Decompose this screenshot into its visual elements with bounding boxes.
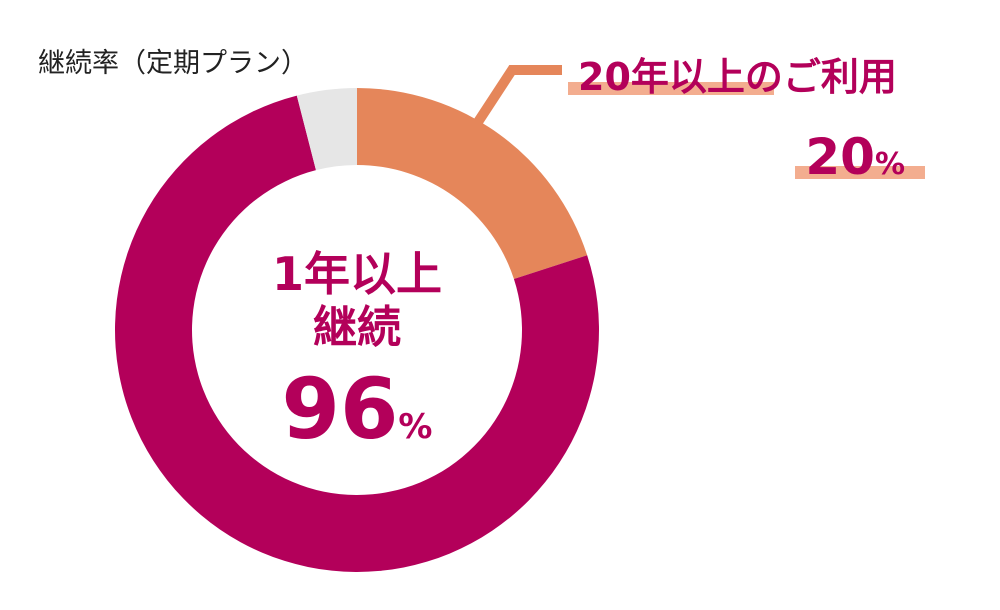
data-label-value: 20 xyxy=(805,128,875,186)
chart-title: 継続率（定期プラン） xyxy=(38,48,308,79)
data-label-unit: % xyxy=(875,147,905,182)
center-value-number: 96 xyxy=(282,360,399,458)
donut-segment xyxy=(114,95,600,572)
center-label: 継続 xyxy=(313,302,401,353)
category-label: 20年以上のご利用 xyxy=(578,55,897,99)
highlight xyxy=(795,166,925,179)
donut-segment xyxy=(296,88,357,171)
center-label: 1年以上 xyxy=(272,247,442,301)
highlight xyxy=(568,82,774,95)
center-value-unit: % xyxy=(398,407,432,447)
callout-line xyxy=(473,65,562,125)
data-label: 20% xyxy=(805,128,905,186)
center-value: 96% xyxy=(282,360,433,458)
donut-segment xyxy=(357,88,588,280)
